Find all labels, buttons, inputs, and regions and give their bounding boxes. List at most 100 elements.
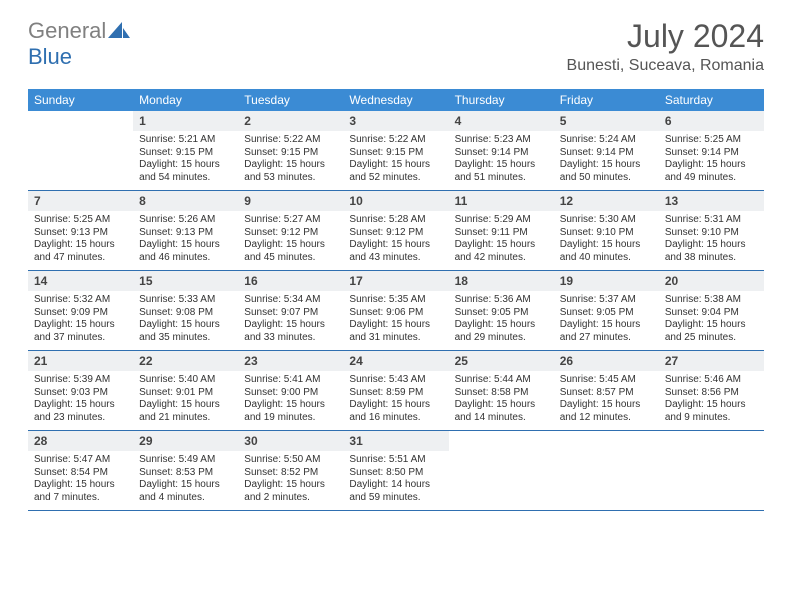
sunset-text: Sunset: 8:58 PM xyxy=(455,387,548,400)
day-number: 13 xyxy=(659,191,764,211)
location: Bunesti, Suceava, Romania xyxy=(567,57,764,75)
day-cell: 1Sunrise: 5:21 AMSunset: 9:15 PMDaylight… xyxy=(133,111,238,191)
day-number: 9 xyxy=(238,191,343,211)
sunset-text: Sunset: 9:05 PM xyxy=(455,307,548,320)
day-body: Sunrise: 5:26 AMSunset: 9:13 PMDaylight:… xyxy=(133,211,238,270)
daylight-text: Daylight: 15 hours and 7 minutes. xyxy=(34,479,127,504)
day-cell: 11Sunrise: 5:29 AMSunset: 9:11 PMDayligh… xyxy=(449,191,554,271)
day-number: 11 xyxy=(449,191,554,211)
daylight-text: Daylight: 15 hours and 49 minutes. xyxy=(665,159,758,184)
sunset-text: Sunset: 8:53 PM xyxy=(139,467,232,480)
day-cell: 12Sunrise: 5:30 AMSunset: 9:10 PMDayligh… xyxy=(554,191,659,271)
day-body: Sunrise: 5:23 AMSunset: 9:14 PMDaylight:… xyxy=(449,131,554,190)
day-cell: 27Sunrise: 5:46 AMSunset: 8:56 PMDayligh… xyxy=(659,351,764,431)
day-cell: 29Sunrise: 5:49 AMSunset: 8:53 PMDayligh… xyxy=(133,431,238,511)
daylight-text: Daylight: 15 hours and 42 minutes. xyxy=(455,239,548,264)
daylight-text: Daylight: 15 hours and 9 minutes. xyxy=(665,399,758,424)
day-body: Sunrise: 5:44 AMSunset: 8:58 PMDaylight:… xyxy=(449,371,554,430)
daylight-text: Daylight: 15 hours and 54 minutes. xyxy=(139,159,232,184)
day-cell: 21 Sunrise: 5:39 AMSunset: 9:03 PMDayligh… xyxy=(28,351,133,431)
daylight-text: Daylight: 15 hours and 45 minutes. xyxy=(244,239,337,264)
sunset-text: Sunset: 9:14 PM xyxy=(455,147,548,160)
daylight-text: Daylight: 15 hours and 31 minutes. xyxy=(349,319,442,344)
day-cell: 15Sunrise: 5:33 AMSunset: 9:08 PMDayligh… xyxy=(133,271,238,351)
daylight-text: Daylight: 15 hours and 23 minutes. xyxy=(34,399,127,424)
day-body: Sunrise: 5:22 AMSunset: 9:15 PMDaylight:… xyxy=(238,131,343,190)
daylight-text: Daylight: 15 hours and 4 minutes. xyxy=(139,479,232,504)
day-body: Sunrise: 5:50 AMSunset: 8:52 PMDaylight:… xyxy=(238,451,343,510)
col-wed: Wednesday xyxy=(343,89,448,111)
week-row: 7Sunrise: 5:25 AMSunset: 9:13 PMDaylight… xyxy=(28,191,764,271)
day-cell xyxy=(659,431,764,511)
daylight-text: Daylight: 15 hours and 14 minutes. xyxy=(455,399,548,424)
daylight-text: Daylight: 15 hours and 12 minutes. xyxy=(560,399,653,424)
day-cell: 31Sunrise: 5:51 AMSunset: 8:50 PMDayligh… xyxy=(343,431,448,511)
sunrise-text: Sunrise: 5:34 AM xyxy=(244,294,337,307)
day-cell: 10Sunrise: 5:28 AMSunset: 9:12 PMDayligh… xyxy=(343,191,448,271)
sunset-text: Sunset: 9:12 PM xyxy=(244,227,337,240)
daylight-text: Daylight: 15 hours and 50 minutes. xyxy=(560,159,653,184)
day-number: 17 xyxy=(343,271,448,291)
sunrise-text: Sunrise: 5:25 AM xyxy=(34,214,127,227)
sunrise-text: Sunrise: 5:33 AM xyxy=(139,294,232,307)
sunset-text: Sunset: 9:01 PM xyxy=(139,387,232,400)
day-number: 23 xyxy=(238,351,343,371)
sunrise-text: Sunrise: 5:30 AM xyxy=(560,214,653,227)
day-number: 25 xyxy=(449,351,554,371)
daylight-text: Daylight: 15 hours and 43 minutes. xyxy=(349,239,442,264)
day-number: 27 xyxy=(659,351,764,371)
sunset-text: Sunset: 9:15 PM xyxy=(349,147,442,160)
daylight-text: Daylight: 15 hours and 38 minutes. xyxy=(665,239,758,264)
day-cell xyxy=(28,111,133,191)
day-number: 15 xyxy=(133,271,238,291)
day-body: Sunrise: 5:37 AMSunset: 9:05 PMDaylight:… xyxy=(554,291,659,350)
day-cell: 20Sunrise: 5:38 AMSunset: 9:04 PMDayligh… xyxy=(659,271,764,351)
sunset-text: Sunset: 9:03 PM xyxy=(34,387,127,400)
sunset-text: Sunset: 9:10 PM xyxy=(560,227,653,240)
day-cell: 5Sunrise: 5:24 AMSunset: 9:14 PMDaylight… xyxy=(554,111,659,191)
day-cell: 22Sunrise: 5:40 AMSunset: 9:01 PMDayligh… xyxy=(133,351,238,431)
day-number: 19 xyxy=(554,271,659,291)
daylight-text: Daylight: 14 hours and 59 minutes. xyxy=(349,479,442,504)
sunrise-text: Sunrise: 5:44 AM xyxy=(455,374,548,387)
sunrise-text: Sunrise: 5:31 AM xyxy=(665,214,758,227)
day-number: 21 xyxy=(28,351,133,371)
sunset-text: Sunset: 8:54 PM xyxy=(34,467,127,480)
daylight-text: Daylight: 15 hours and 53 minutes. xyxy=(244,159,337,184)
day-body: Sunrise: 5:33 AMSunset: 9:08 PMDaylight:… xyxy=(133,291,238,350)
day-cell: 3Sunrise: 5:22 AMSunset: 9:15 PMDaylight… xyxy=(343,111,448,191)
sunrise-text: Sunrise: 5:25 AM xyxy=(665,134,758,147)
day-number: 30 xyxy=(238,431,343,451)
sunrise-text: Sunrise: 5:35 AM xyxy=(349,294,442,307)
day-body: Sunrise: 5:38 AMSunset: 9:04 PMDaylight:… xyxy=(659,291,764,350)
sunset-text: Sunset: 9:13 PM xyxy=(139,227,232,240)
day-body: Sunrise: 5:29 AMSunset: 9:11 PMDaylight:… xyxy=(449,211,554,270)
sunrise-text: Sunrise: 5:41 AM xyxy=(244,374,337,387)
sunset-text: Sunset: 9:15 PM xyxy=(244,147,337,160)
daylight-text: Daylight: 15 hours and 51 minutes. xyxy=(455,159,548,184)
day-body: Sunrise: 5:32 AMSunset: 9:09 PMDaylight:… xyxy=(28,291,133,350)
day-cell: 8Sunrise: 5:26 AMSunset: 9:13 PMDaylight… xyxy=(133,191,238,271)
sunrise-text: Sunrise: 5:39 AM xyxy=(34,374,127,387)
day-number: 5 xyxy=(554,111,659,131)
day-cell: 19Sunrise: 5:37 AMSunset: 9:05 PMDayligh… xyxy=(554,271,659,351)
header: General July 2024 Bunesti, Suceava, Roma… xyxy=(28,18,764,75)
day-number: 4 xyxy=(449,111,554,131)
sunrise-text: Sunrise: 5:23 AM xyxy=(455,134,548,147)
day-number: 20 xyxy=(659,271,764,291)
day-number: 14 xyxy=(28,271,133,291)
day-body: Sunrise: 5:25 AMSunset: 9:14 PMDaylight:… xyxy=(659,131,764,190)
day-body: Sunrise: 5:21 AMSunset: 9:15 PMDaylight:… xyxy=(133,131,238,190)
daylight-text: Daylight: 15 hours and 52 minutes. xyxy=(349,159,442,184)
day-cell: 26Sunrise: 5:45 AMSunset: 8:57 PMDayligh… xyxy=(554,351,659,431)
sunrise-text: Sunrise: 5:28 AM xyxy=(349,214,442,227)
day-cell: 4Sunrise: 5:23 AMSunset: 9:14 PMDaylight… xyxy=(449,111,554,191)
day-number: 12 xyxy=(554,191,659,211)
sunset-text: Sunset: 9:07 PM xyxy=(244,307,337,320)
sunrise-text: Sunrise: 5:46 AM xyxy=(665,374,758,387)
day-body: Sunrise: 5:43 AMSunset: 8:59 PMDaylight:… xyxy=(343,371,448,430)
day-number: 26 xyxy=(554,351,659,371)
day-header-row: Sunday Monday Tuesday Wednesday Thursday… xyxy=(28,89,764,111)
day-cell: 18Sunrise: 5:36 AMSunset: 9:05 PMDayligh… xyxy=(449,271,554,351)
logo: General xyxy=(28,18,130,44)
